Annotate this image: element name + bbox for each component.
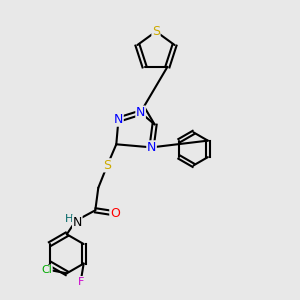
Text: S: S: [103, 159, 111, 172]
Text: N: N: [147, 141, 156, 154]
Text: F: F: [78, 277, 85, 286]
Text: N: N: [136, 106, 145, 119]
Text: N: N: [73, 216, 82, 229]
Text: H: H: [65, 214, 74, 224]
Text: O: O: [110, 207, 120, 220]
Text: S: S: [152, 25, 160, 38]
Text: Cl: Cl: [41, 265, 52, 275]
Text: N: N: [114, 113, 123, 126]
